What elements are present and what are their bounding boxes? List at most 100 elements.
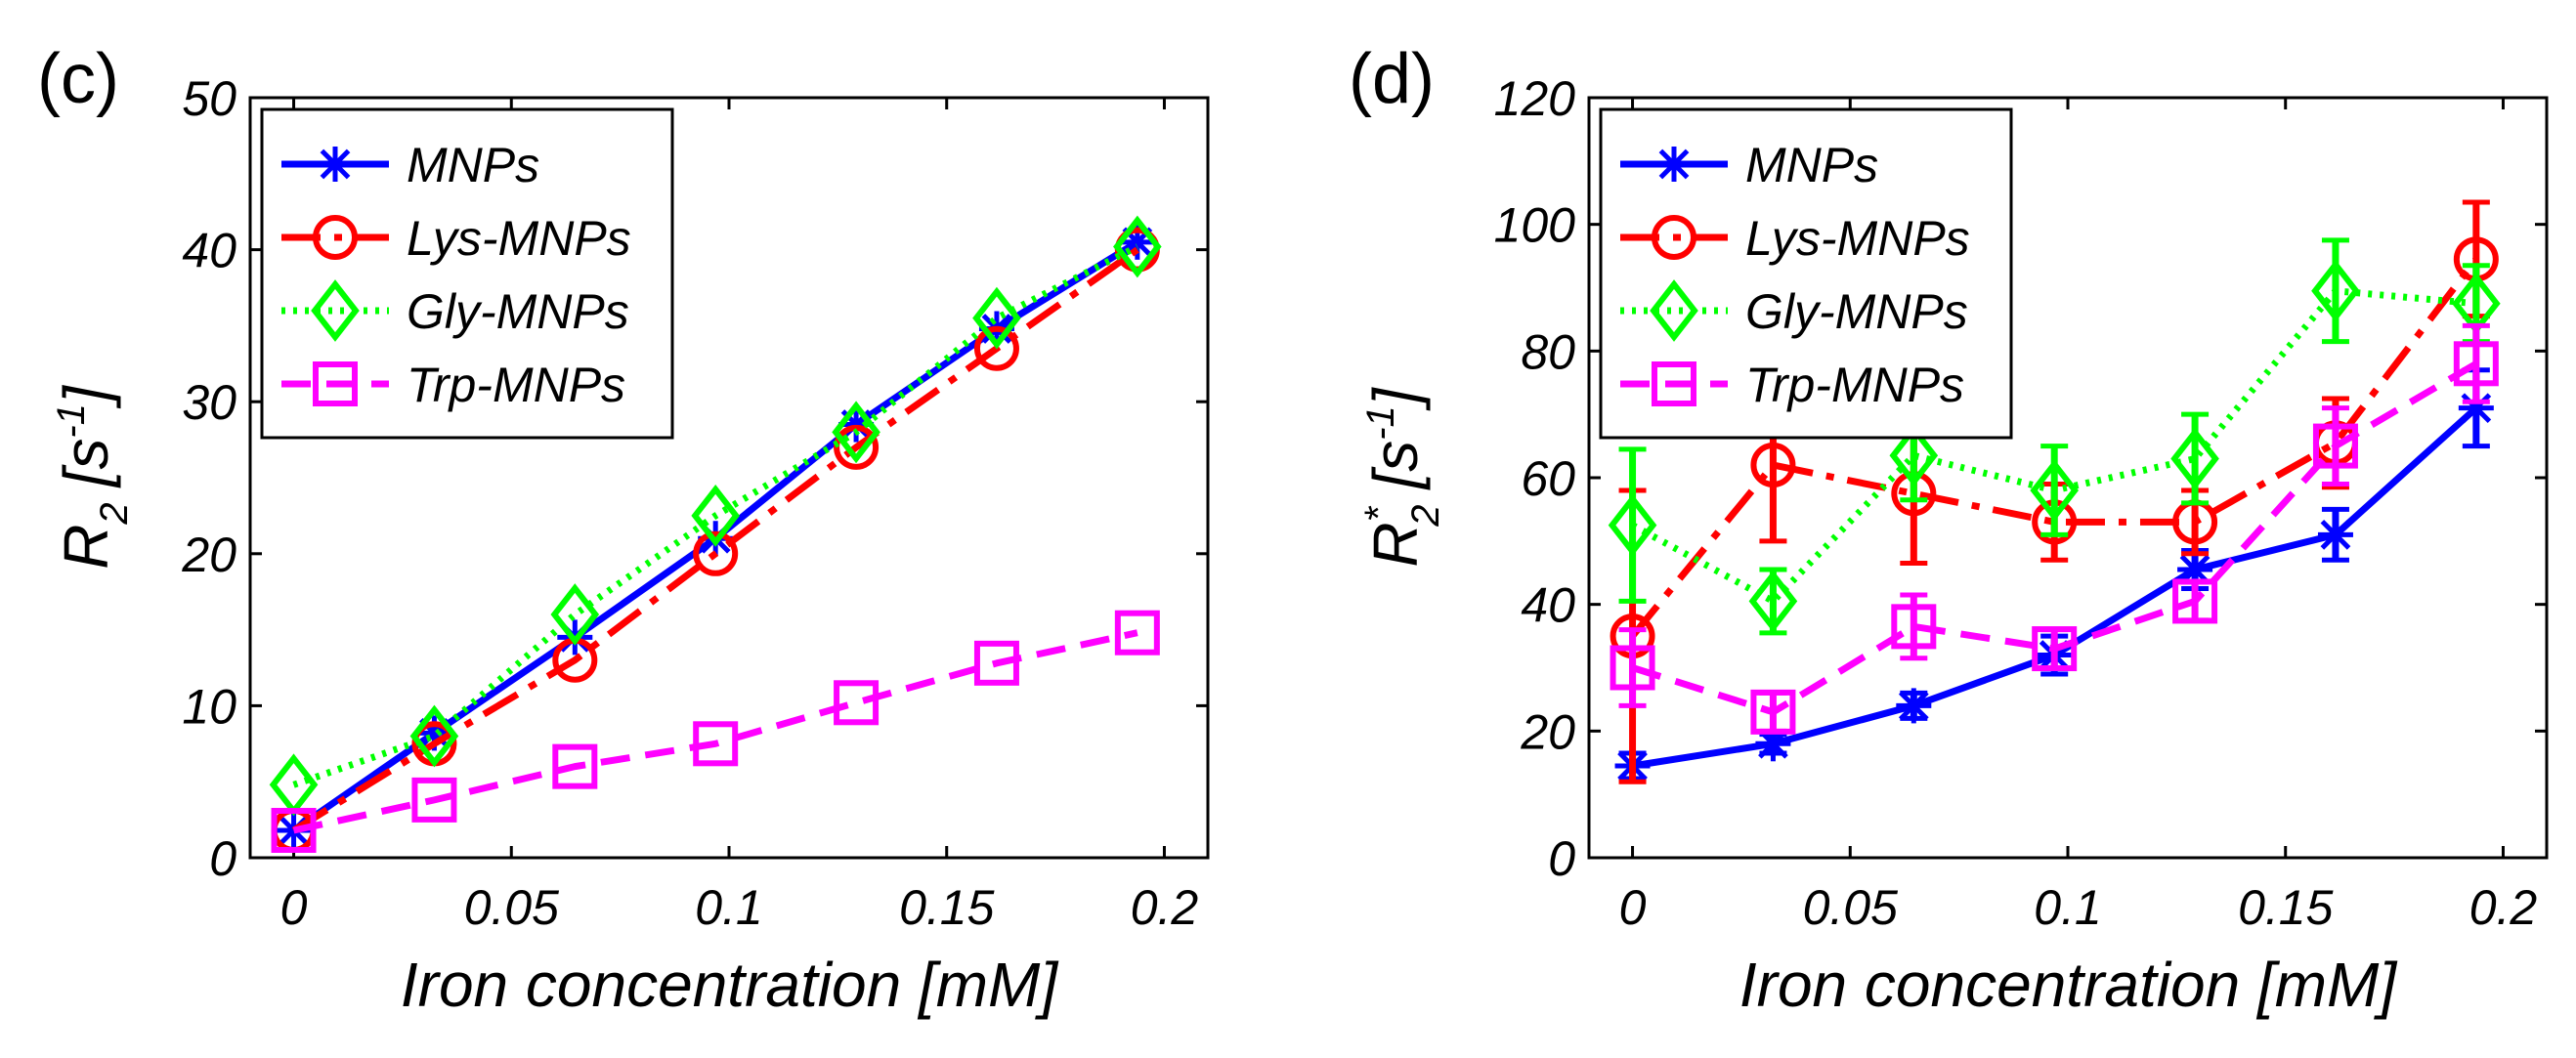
y-tick-label: 20 [181, 528, 236, 582]
x-tick-label: 0.15 [2238, 880, 2334, 935]
y-label-exp: -1 [50, 403, 93, 439]
legend-marker [1652, 215, 1696, 260]
legend-marker [313, 361, 358, 406]
data-point-trp-mnps [271, 807, 317, 853]
data-point-gly-mnps [972, 286, 1021, 350]
y-label-unit: [s [1360, 441, 1431, 491]
legend-marker [311, 279, 360, 342]
data-point-lys-mnps [973, 325, 1019, 371]
legend-label: MNPs [1745, 138, 1878, 192]
y-tick-label: 0 [209, 831, 236, 886]
data-point-trp-mnps [693, 721, 739, 767]
y-label-sup: * [1357, 505, 1400, 522]
y-tick-label: 100 [1494, 198, 1576, 253]
legend-label: Lys-MNPs [1745, 211, 1970, 266]
data-point-trp-mnps [1750, 689, 1796, 735]
data-point-trp-mnps [973, 640, 1019, 686]
legend-label: Trp-MNPs [407, 358, 625, 412]
data-point-gly-mnps [1608, 493, 1657, 557]
y-tick-label: 120 [1494, 71, 1576, 126]
x-tick-label: 0.15 [899, 880, 995, 935]
x-tick-label: 0.05 [464, 880, 560, 935]
x-tick-label: 0.1 [2034, 880, 2102, 935]
data-point-trp-mnps [2172, 578, 2218, 624]
legend-marker [1656, 147, 1692, 182]
data-point-trp-mnps [2032, 626, 2078, 672]
data-point-gly-mnps [409, 704, 459, 768]
data-point-gly-mnps [832, 401, 880, 464]
x-tick-label: 0 [1619, 880, 1647, 935]
series-gly-mnps [269, 215, 1162, 817]
y-tick-label: 20 [1520, 704, 1575, 759]
legend-marker [313, 215, 358, 260]
data-point-gly-mnps [550, 583, 600, 646]
data-point-trp-mnps [411, 777, 457, 823]
y-tick-label: 60 [1521, 451, 1575, 506]
legend-c: MNPs Lys-MNPs Gly-MNPs Trp-MNPs [260, 107, 674, 440]
y-tick-label: 10 [182, 679, 236, 734]
legend-d: MNPs Lys-MNPs Gly-MNPs Trp-MNPs [1599, 107, 2013, 440]
legend-label: Lys-MNPs [407, 211, 631, 266]
y-tick-label: 80 [1521, 324, 1575, 379]
data-point-gly-mnps [691, 485, 740, 547]
series-line-trp-mnps [292, 629, 1138, 834]
legend-marker [1652, 361, 1696, 406]
legend-marker-stroke [1658, 148, 1690, 180]
data-point-mnps [2317, 517, 2353, 553]
y-tick-label: 0 [1548, 831, 1575, 886]
data-point-mnps-stroke [2179, 554, 2211, 585]
data-point-trp-mnps [1891, 604, 1937, 650]
data-point-mnps-stroke [1758, 728, 1788, 759]
y-axis-label-c: R2[s-1] [50, 385, 136, 570]
x-tick-label: 0 [280, 880, 308, 935]
y-label-main: R [51, 525, 121, 570]
panel-d: (d) 0 0.05 0.1 0.15 0.2 0 20 40 60 80 100 120 Iron co… [1349, 40, 2549, 1020]
x-axis-label-d: Iron concentration [mM] [1739, 950, 2398, 1020]
data-point-gly-mnps [2170, 427, 2219, 490]
data-point-gly-mnps [1113, 215, 1162, 278]
data-point-mnps-stroke [1898, 691, 1929, 721]
y-tick-label: 50 [182, 71, 236, 126]
x-tick-label: 0.2 [2469, 880, 2538, 935]
legend-label: Trp-MNPs [1745, 358, 1964, 412]
data-point-gly-mnps [2311, 259, 2360, 322]
x-tick-label: 0.2 [1131, 880, 1199, 935]
data-point-lys-mnps [1750, 443, 1796, 488]
legend-label: MNPs [407, 138, 539, 192]
data-point-trp-mnps [2453, 341, 2499, 387]
panel-c: (c) 0 0.05 0.1 0.15 0.2 0 10 20 30 40 50 Iron concen… [37, 40, 1210, 1020]
data-point-trp-mnps [834, 680, 880, 726]
y-label-sub: 2 [1404, 505, 1447, 528]
series-trp-mnps [1610, 322, 2499, 735]
panel-label-d: (d) [1349, 40, 1435, 118]
panel-label-c: (c) [37, 40, 119, 118]
data-point-trp-mnps [552, 743, 598, 789]
legend-marker [1650, 279, 1698, 342]
data-point-mnps [1896, 688, 1932, 724]
data-point-gly-mnps [2030, 459, 2079, 522]
legend-label: Gly-MNPs [407, 284, 629, 339]
y-label-sub: 2 [93, 502, 136, 525]
y-tick-label: 30 [182, 375, 236, 430]
legend-label: Gly-MNPs [1745, 284, 1968, 339]
series-line-gly-mnps [292, 243, 1139, 788]
legend-marker-stroke [320, 148, 351, 180]
series-trp-mnps [271, 610, 1160, 853]
data-point-lys-mnps [693, 530, 739, 576]
data-point-mnps [2177, 552, 2213, 588]
data-point-gly-mnps [1889, 424, 1939, 487]
x-axis-label-c: Iron concentration [mM] [401, 950, 1059, 1020]
y-tick-label: 40 [182, 224, 236, 278]
data-point-gly-mnps [1748, 570, 1798, 633]
y-label-exp: -1 [1359, 405, 1402, 441]
y-axis-label-d: R* 2[s-1] [1357, 387, 1447, 567]
data-point-trp-mnps [1114, 610, 1160, 656]
data-point-mnps-stroke [2461, 393, 2492, 424]
data-point-trp-mnps [2312, 423, 2358, 469]
x-tick-label: 0.1 [695, 880, 763, 935]
data-point-trp-mnps [1610, 645, 1655, 691]
y-label-main: R [1360, 522, 1431, 567]
data-point-mnps-stroke [2320, 519, 2351, 550]
